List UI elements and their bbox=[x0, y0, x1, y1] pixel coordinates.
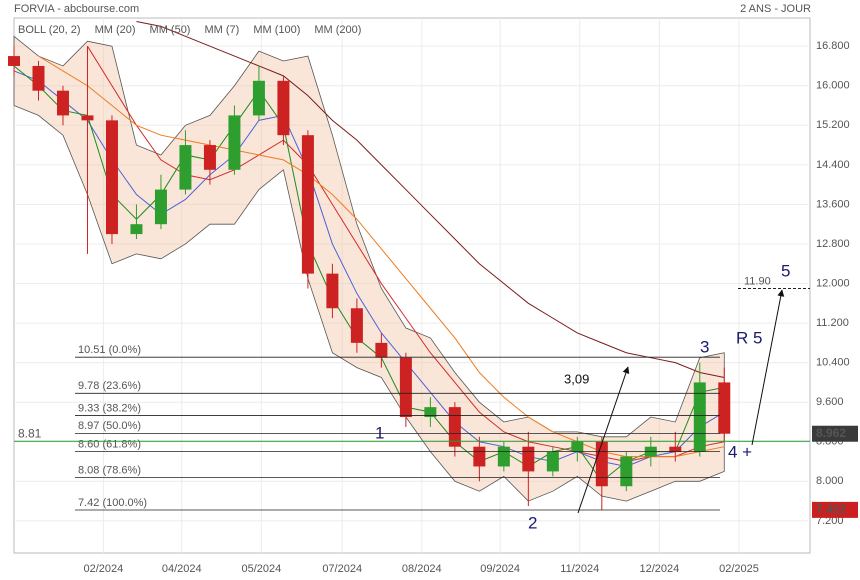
candle-body bbox=[277, 80, 290, 136]
fib-label: 8.60 (61.8%) bbox=[78, 439, 141, 451]
candle-body bbox=[473, 446, 486, 467]
candle-body bbox=[130, 224, 143, 235]
candle-body bbox=[154, 189, 167, 225]
x-tick-label: 12/2024 bbox=[639, 563, 679, 575]
y-tick-label: 11.200 bbox=[816, 317, 849, 329]
candle-body bbox=[301, 135, 314, 274]
candle-body bbox=[399, 357, 412, 418]
low-price-box bbox=[812, 501, 858, 518]
last-price-label: 8.962 bbox=[816, 426, 846, 440]
candle-body bbox=[105, 120, 118, 235]
x-tick-label: 07/2024 bbox=[322, 563, 362, 575]
candle-body bbox=[497, 446, 510, 467]
candle-body bbox=[56, 90, 69, 116]
x-tick-label: 02/2024 bbox=[84, 563, 124, 575]
candle-body bbox=[546, 451, 559, 472]
x-tick-label: 11/2024 bbox=[560, 563, 599, 575]
arrow bbox=[751, 289, 785, 446]
chart-title: FORVIA - abcbourse.com bbox=[14, 3, 139, 15]
legend-entry: MM (50) bbox=[150, 24, 191, 36]
y-tick-label: 14.400 bbox=[816, 159, 850, 171]
ma-line bbox=[87, 45, 725, 463]
y-tick-label: 15.200 bbox=[816, 119, 850, 131]
last-price-box bbox=[812, 425, 858, 442]
candle-body bbox=[448, 407, 461, 447]
candle-body bbox=[32, 65, 45, 91]
fib-label: 9.33 (38.2%) bbox=[78, 402, 141, 414]
candle-body bbox=[179, 145, 192, 190]
fib-label: 7.42 (100.0%) bbox=[78, 497, 147, 509]
x-tick-label: 09/2024 bbox=[480, 563, 520, 575]
y-tick-label: 13.600 bbox=[816, 198, 850, 210]
y-tick-label: 10.400 bbox=[816, 357, 850, 369]
candle-body bbox=[669, 446, 682, 452]
y-tick-label: 16.000 bbox=[816, 80, 850, 92]
candle-body bbox=[252, 80, 265, 116]
candle-body bbox=[620, 456, 633, 487]
wave-label: 5 bbox=[781, 261, 790, 280]
ma-line bbox=[136, 20, 725, 378]
legend-entry: MM (200) bbox=[314, 24, 361, 36]
reference-label: 8.81 bbox=[18, 426, 42, 440]
wave-label: 3,09 bbox=[564, 371, 589, 386]
y-tick-label: 9.600 bbox=[816, 396, 844, 408]
candle-body bbox=[375, 342, 388, 358]
x-tick-label: 05/2024 bbox=[241, 563, 281, 575]
candle-body bbox=[326, 273, 339, 309]
wave-label: 4 + bbox=[728, 442, 752, 461]
bollinger-band bbox=[13, 35, 725, 502]
y-tick-label: 8.000 bbox=[816, 475, 844, 487]
y-tick-label: 12.000 bbox=[816, 277, 850, 289]
wave-label: 1 bbox=[375, 423, 384, 442]
fib-label: 10.51 (0.0%) bbox=[78, 344, 141, 356]
candle-body bbox=[595, 441, 608, 487]
y-tick-label: 16.800 bbox=[816, 40, 850, 52]
legend-entry: MM (20) bbox=[95, 24, 136, 36]
wave-label: 3 bbox=[700, 337, 709, 356]
low-price-label: 7.422 bbox=[816, 502, 846, 516]
candle-body bbox=[424, 407, 437, 418]
candle-body bbox=[8, 56, 20, 66]
candle-body bbox=[228, 115, 241, 170]
candle-body bbox=[350, 308, 363, 343]
candle-body bbox=[203, 145, 216, 170]
x-tick-label: 04/2024 bbox=[162, 563, 202, 575]
fib-label: 8.08 (78.6%) bbox=[78, 464, 141, 476]
candle-body bbox=[571, 441, 584, 452]
candle-body bbox=[81, 115, 94, 121]
candle-body bbox=[718, 382, 731, 434]
x-tick-label: 02/2025 bbox=[719, 563, 759, 575]
fib-label: 8.97 (50.0%) bbox=[78, 420, 141, 432]
wave-label: R 5 bbox=[736, 328, 762, 347]
candle-body bbox=[693, 382, 706, 452]
wave-label: 2 bbox=[528, 513, 537, 532]
legend-entry: MM (7) bbox=[204, 24, 239, 36]
period: 2 ANS - JOUR bbox=[740, 3, 811, 15]
y-tick-label: 12.800 bbox=[816, 238, 850, 250]
fib-label: 9.78 (23.6%) bbox=[78, 380, 141, 392]
candle-body bbox=[522, 446, 535, 472]
target-label: 11.90 bbox=[744, 275, 771, 287]
legend-entry: BOLL (20, 2) bbox=[18, 24, 81, 36]
ma-line bbox=[38, 55, 725, 458]
x-tick-label: 08/2024 bbox=[402, 563, 442, 575]
arrow bbox=[577, 366, 630, 514]
legend-entry: MM (100) bbox=[253, 24, 300, 36]
